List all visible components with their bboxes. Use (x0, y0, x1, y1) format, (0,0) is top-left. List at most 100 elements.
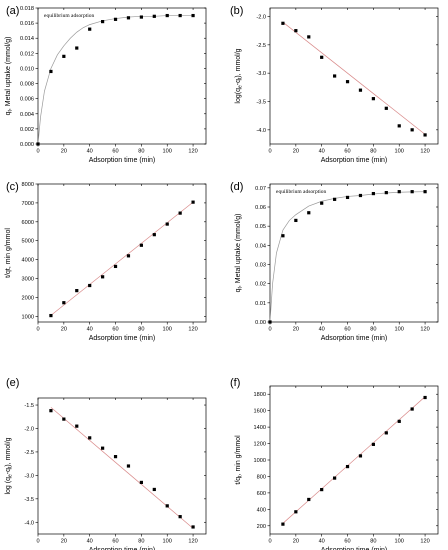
chart-panel: (b) 0 20 40 60 80 100 120 -4.0 -3.5 -3.0 -2.5 -2.0 Ad… (230, 5, 439, 164)
y-tick-label: 1400 (254, 425, 266, 431)
panel-label: (d) (230, 181, 243, 193)
y-tick-label: 800 (257, 474, 266, 480)
x-tick-label: 100 (395, 539, 404, 545)
x-tick-label: 40 (319, 539, 325, 545)
x-tick-label: 80 (138, 327, 144, 333)
data-point (268, 320, 272, 324)
y-tick-label: 8000 (22, 182, 34, 188)
y-tick-label: -2.0 (24, 426, 34, 432)
y-tick-label: 4000 (22, 258, 34, 264)
y-tick-label: 0.05 (255, 224, 266, 230)
x-tick-label: 20 (293, 327, 299, 333)
x-tick-label: 100 (395, 149, 404, 155)
fit-line (37, 15, 194, 145)
data-point (36, 142, 40, 146)
x-tick-label: 20 (61, 539, 67, 545)
y-tick-label: 0.012 (20, 51, 34, 57)
data-point (294, 29, 298, 33)
x-tick-label: 100 (163, 327, 172, 333)
y-tick-label: 0.016 (20, 21, 34, 27)
data-point (281, 234, 285, 238)
data-point (307, 497, 311, 502)
data-point (191, 525, 195, 529)
data-point (371, 97, 375, 101)
x-tick-label: 60 (112, 327, 118, 333)
data-point (307, 211, 311, 215)
x-tick-label: 120 (420, 539, 429, 545)
data-point (113, 264, 118, 269)
x-tick-label: 100 (163, 149, 172, 155)
x-tick-label: 20 (61, 149, 67, 155)
data-point (139, 15, 143, 19)
y-tick-label: 1000 (22, 314, 34, 320)
y-axis-label: log (qe-qt), mmol/g (5, 437, 14, 494)
data-point (49, 69, 53, 74)
data-point (62, 54, 66, 58)
x-tick-label: 40 (87, 327, 93, 333)
x-tick-label: 60 (112, 149, 118, 155)
data-point (410, 190, 414, 194)
y-tick-label: -4.0 (256, 128, 266, 134)
data-point (139, 243, 143, 247)
y-tick-label: 0.006 (20, 97, 34, 103)
data-point (101, 20, 105, 24)
x-axis-label: Adsorption time (min) (321, 157, 388, 164)
data-point (178, 515, 182, 519)
x-tick-label: 40 (87, 149, 93, 155)
x-tick-label: 100 (163, 539, 172, 545)
chart-panel: (d) 0 20 40 60 80 100 120 0.00 0.01 0.02 0.03 0.04 0.… (230, 181, 439, 342)
data-point (358, 454, 363, 458)
panel-label: (c) (6, 181, 19, 193)
data-point (165, 13, 169, 18)
data-point (49, 313, 53, 318)
data-point (320, 201, 324, 205)
x-tick-label: 120 (420, 149, 429, 155)
x-axis-label: Adsorption time (min) (89, 547, 156, 550)
y-tick-label: -4.0 (24, 520, 34, 526)
data-point (397, 124, 401, 128)
y-tick-label: 7000 (22, 201, 34, 207)
data-point (88, 436, 92, 440)
fit-line (50, 201, 194, 316)
x-tick-label: 80 (370, 539, 376, 545)
data-point (333, 74, 337, 78)
y-tick-label: 0.000 (20, 142, 34, 148)
x-tick-label: 0 (268, 149, 271, 155)
data-point (281, 522, 285, 526)
x-tick-label: 0 (36, 327, 39, 333)
x-tick-label: 0 (268, 327, 271, 333)
y-tick-label: 1600 (254, 409, 266, 415)
y-tick-label: 200 (257, 524, 266, 530)
y-tick-label: 0.018 (20, 6, 34, 12)
y-tick-label: 0.010 (20, 66, 34, 72)
y-tick-label: -3.5 (24, 497, 34, 503)
data-point (49, 409, 53, 413)
data-point (320, 55, 324, 59)
y-tick-label: 1200 (254, 442, 266, 448)
y-axis-label: log(qe-qt), mmol/g (235, 48, 244, 103)
x-tick-label: 0 (36, 539, 39, 545)
data-point (126, 464, 131, 468)
data-point (294, 218, 298, 223)
chart-panel: (c) 0 20 40 60 80 100 120 1000 2000 3000 4000 5000 60… (5, 181, 207, 342)
panel-label: (e) (6, 377, 19, 389)
y-tick-label: 0.04 (255, 243, 266, 249)
x-tick-label: 120 (420, 327, 429, 333)
y-tick-label: 3000 (22, 277, 34, 283)
y-tick-label: 400 (257, 507, 266, 513)
plot-frame (269, 7, 439, 145)
y-tick-label: 600 (257, 491, 266, 497)
y-tick-label: 0.02 (255, 282, 266, 288)
x-tick-label: 60 (344, 539, 350, 545)
data-point (307, 35, 311, 39)
chart-annotation: equilibrium adsorption (44, 13, 95, 19)
data-point (178, 13, 182, 18)
y-tick-label: 0.008 (20, 82, 34, 88)
y-tick-label: 1800 (254, 392, 266, 398)
data-point (410, 407, 414, 411)
x-axis-label: Adsorption time (min) (321, 335, 388, 342)
y-tick-label: -1.5 (24, 403, 34, 409)
y-axis-label: t/qt, min g/mmol (5, 228, 12, 278)
x-tick-label: 80 (370, 327, 376, 333)
